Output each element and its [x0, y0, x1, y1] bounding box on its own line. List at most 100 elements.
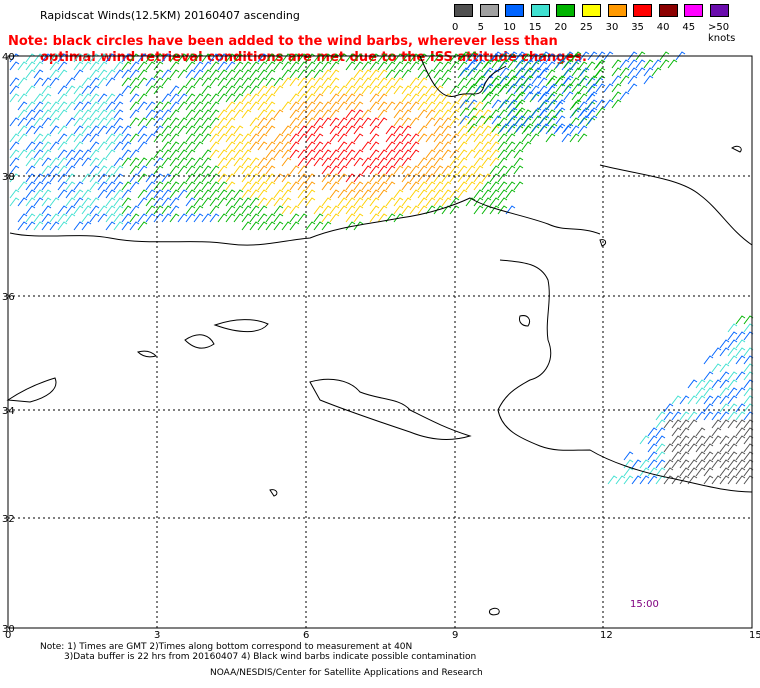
wind-barb: [521, 141, 532, 151]
wind-barb: [33, 117, 44, 127]
wind-barb: [249, 85, 260, 95]
wind-barb: [671, 435, 682, 445]
coastlines: [6, 55, 753, 616]
wind-barb: [531, 123, 542, 133]
wind-barb: [193, 69, 204, 79]
wind-barb: [631, 475, 642, 485]
wind-barb: [209, 117, 220, 127]
wind-barb: [587, 51, 598, 61]
wind-barb: [249, 77, 260, 87]
wind-barb: [305, 53, 316, 63]
wind-barb: [73, 61, 84, 71]
wind-barb: [169, 93, 180, 103]
wind-barb: [177, 213, 188, 223]
map-frame: [7, 55, 753, 629]
wind-barb: [425, 181, 436, 191]
wind-barb: [393, 125, 404, 135]
x-tick-label: 9: [452, 630, 458, 641]
wind-barb: [313, 149, 324, 159]
wind-barb: [289, 181, 300, 191]
wind-barb: [321, 205, 332, 215]
wind-barb: [539, 123, 550, 133]
wind-barb: [297, 197, 308, 207]
wind-barb: [81, 221, 92, 231]
wind-barb: [105, 189, 116, 199]
wind-barb: [491, 75, 502, 85]
wind-barb: [505, 125, 516, 135]
wind-barb: [105, 101, 116, 111]
wind-barb: [329, 101, 340, 111]
wind-barb: [209, 165, 220, 175]
wind-barb: [17, 117, 28, 127]
wind-barb: [467, 115, 478, 125]
wind-barb: [17, 133, 28, 143]
island-1: [184, 334, 215, 349]
wind-barb: [121, 133, 132, 143]
wind-barb: [475, 75, 486, 85]
wind-barb: [217, 77, 228, 87]
wind-barb: [241, 61, 252, 71]
wind-barb: [489, 69, 500, 79]
wind-barb: [89, 141, 100, 151]
wind-barb: [313, 205, 324, 215]
wind-barb: [313, 141, 324, 151]
wind-barb: [425, 53, 436, 63]
wind-barb: [449, 197, 460, 207]
wind-barb: [515, 83, 526, 93]
wind-barb: [409, 189, 420, 199]
wind-barb: [711, 451, 722, 461]
wind-barb: [353, 117, 364, 127]
wind-barb: [225, 53, 236, 63]
wind-barb: [491, 123, 502, 133]
wind-barb: [9, 197, 20, 207]
wind-barb: [345, 173, 356, 183]
wind-barb: [145, 197, 156, 207]
wind-barb: [457, 61, 468, 71]
wind-barb: [209, 173, 220, 183]
wind-barb: [409, 141, 420, 151]
wind-barb: [695, 467, 706, 477]
wind-barb: [441, 117, 452, 127]
wind-barb: [121, 53, 132, 63]
wind-barb: [185, 77, 196, 87]
wind-barb: [457, 69, 468, 79]
wind-barb: [579, 75, 590, 85]
wind-barb: [553, 125, 564, 135]
wind-barb: [507, 51, 518, 61]
coastline-peninsula: [419, 55, 507, 97]
wind-barb: [49, 125, 60, 135]
wind-barb: [497, 141, 508, 151]
wind-barb: [65, 181, 76, 191]
wind-barb: [711, 411, 722, 421]
wind-barb: [161, 101, 172, 111]
wind-barb: [571, 59, 582, 69]
wind-barb: [727, 435, 738, 445]
wind-barb: [563, 59, 574, 69]
wind-barb: [97, 69, 108, 79]
wind-barb: [695, 379, 706, 389]
wind-barb: [703, 411, 714, 421]
wind-barb: [465, 197, 476, 207]
wind-barb: [137, 173, 148, 183]
wind-barb: [719, 387, 730, 397]
wind-barb: [89, 109, 100, 119]
wind-barb: [377, 85, 388, 95]
wind-barb: [57, 93, 68, 103]
wind-barb: [623, 467, 634, 477]
wind-barb: [337, 165, 348, 175]
wind-barb: [305, 197, 316, 207]
wind-barb: [241, 181, 252, 191]
wind-barb: [225, 101, 236, 111]
wind-barb: [161, 181, 172, 191]
legend-label: 5: [477, 22, 484, 33]
wind-barb: [417, 77, 428, 87]
wind-barb: [257, 205, 268, 215]
wind-barb: [401, 173, 412, 183]
wind-barb: [25, 189, 36, 199]
wind-barb: [185, 93, 196, 103]
wind-barb: [289, 117, 300, 127]
wind-barb: [623, 459, 634, 469]
wind-barb: [507, 107, 518, 117]
note-line-1: Note: black circles have been added to t…: [8, 34, 558, 49]
